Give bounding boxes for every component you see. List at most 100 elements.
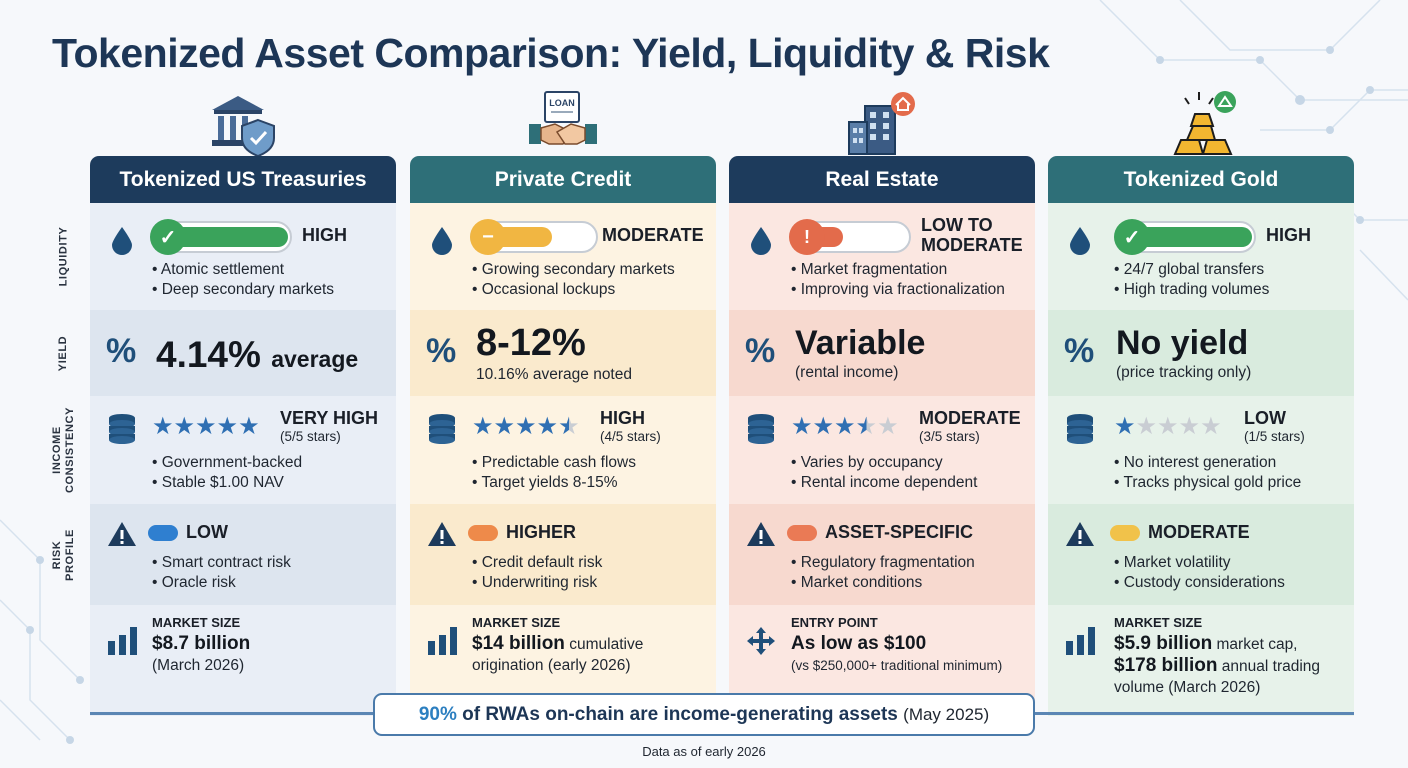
- liquidity-level: LOW TO MODERATE: [921, 215, 1023, 255]
- liquidity-cell: ✓ HIGH Atomic settlement Deep secondary …: [90, 203, 396, 310]
- coin-stack-icon: [748, 414, 774, 444]
- liquidity-cell: ✓ HIGH 24/7 global transfers High tradin…: [1048, 203, 1354, 310]
- list-item: Target yields 8-15%: [472, 473, 636, 493]
- list-item: Government-backed: [152, 453, 302, 473]
- banner-highlight: 90%: [418, 703, 457, 725]
- list-item: Predictable cash flows: [472, 453, 636, 473]
- check-icon: ✓: [1114, 219, 1150, 255]
- water-drop-icon: [432, 227, 452, 255]
- water-drop-icon: [112, 227, 132, 255]
- market-value: $14 billion cumulative origination (early…: [472, 633, 644, 674]
- market-label: MARKET SIZE: [152, 615, 241, 630]
- list-item: Varies by occupancy: [791, 453, 977, 473]
- list-item: Market fragmentation: [791, 260, 1005, 280]
- risk-pill: [148, 525, 178, 541]
- svg-text:LOAN: LOAN: [549, 98, 575, 108]
- income-level: HIGH: [600, 408, 645, 428]
- row-label-yield: YIELD: [57, 335, 70, 371]
- list-item: Stable $1.00 NAV: [152, 473, 302, 493]
- market-value: $5.9 billion market cap, $178 billion an…: [1114, 633, 1321, 696]
- list-item: Atomic settlement: [152, 260, 334, 280]
- warning-icon: [108, 522, 136, 546]
- alert-icon: !: [789, 219, 825, 255]
- banner-text: of RWAs on-chain are income-generating a…: [462, 703, 898, 725]
- footnote: Data as of early 2026: [642, 744, 766, 759]
- market-cell: MARKET SIZE $5.9 billion market cap, $17…: [1048, 605, 1354, 716]
- liquidity-level: HIGH: [1266, 225, 1311, 245]
- income-level: LOW: [1244, 408, 1286, 428]
- star-label: (3/5 stars): [919, 429, 980, 444]
- risk-cell: LOW Smart contract risk Oracle risk: [90, 504, 396, 605]
- list-item: Improving via fractionalization: [791, 280, 1005, 300]
- risk-level: MODERATE: [1148, 522, 1250, 542]
- income-bullets: Predictable cash flows Target yields 8-1…: [472, 453, 636, 493]
- income-cell: ★★★★★ VERY HIGH (5/5 stars) Government-b…: [90, 396, 396, 504]
- water-drop-icon: [751, 227, 771, 255]
- coin-stack-icon: [429, 414, 455, 444]
- income-level: VERY HIGH: [280, 408, 379, 428]
- market-value: As low as $100 (vs $250,000+ traditional …: [791, 633, 1003, 673]
- move-arrows-icon: [747, 627, 775, 655]
- summary-banner: 90% of RWAs on-chain are income-generati…: [373, 693, 1035, 736]
- list-item: Credit default risk: [472, 553, 603, 573]
- income-bullets: Varies by occupancy Rental income depend…: [791, 453, 978, 493]
- bar-chart-icon: [1066, 627, 1095, 655]
- column-header: Real Estate: [729, 156, 1035, 203]
- risk-cell: ASSET-SPECIFIC Regulatory fragmentation …: [729, 504, 1035, 605]
- income-bullets: No interest generation Tracks physical g…: [1114, 453, 1301, 493]
- column-header: Private Credit: [410, 156, 716, 203]
- yield-cell: % No yield (price tracking only): [1048, 310, 1354, 396]
- percent-icon: %: [106, 332, 137, 370]
- risk-level: ASSET-SPECIFIC: [825, 522, 974, 542]
- list-item: No interest generation: [1114, 453, 1301, 473]
- market-label: MARKET SIZE: [472, 615, 561, 630]
- risk-bullets: Credit default risk Underwriting risk: [472, 553, 603, 593]
- yield-value: Variable: [795, 324, 926, 362]
- row-label-income-consistency: INCOME CONSISTENCY: [51, 406, 76, 494]
- liquidity-cell: − MODERATE Growing secondary markets Occ…: [410, 203, 716, 310]
- income-bullets: Government-backed Stable $1.00 NAV: [152, 453, 302, 493]
- liquidity-bullets: Atomic settlement Deep secondary markets: [152, 260, 334, 300]
- yield-cell: % Variable (rental income): [729, 310, 1035, 396]
- star-label: (4/5 stars): [600, 429, 661, 444]
- minus-icon: −: [470, 219, 506, 255]
- banner-note: (May 2025): [903, 704, 990, 724]
- risk-pill: [787, 525, 817, 541]
- list-item: Market volatility: [1114, 553, 1285, 573]
- risk-bullets: Market volatility Custody considerations: [1114, 553, 1285, 593]
- bar-chart-icon: [428, 627, 457, 655]
- list-item: Custody considerations: [1114, 573, 1285, 593]
- percent-icon: %: [426, 332, 457, 370]
- market-cell: MARKET SIZE $8.7 billion (March 2026): [90, 605, 396, 716]
- coin-stack-icon: [109, 414, 135, 444]
- list-item: High trading volumes: [1114, 280, 1270, 300]
- warning-icon: [1066, 522, 1094, 546]
- yield-note: (price tracking only): [1116, 364, 1252, 381]
- star-label: (1/5 stars): [1244, 429, 1305, 444]
- column-tokenized-gold: Tokenized Gold ✓ HIGH 24/7 global transf…: [1048, 91, 1354, 716]
- liquidity-gauge: ✓: [1114, 219, 1256, 255]
- liquidity-gauge: !: [789, 219, 911, 255]
- list-item: Occasional lockups: [472, 280, 675, 300]
- check-icon: ✓: [150, 219, 186, 255]
- liquidity-bullets: Market fragmentation Improving via fract…: [791, 260, 1005, 300]
- list-item: Deep secondary markets: [152, 280, 334, 300]
- office-building-home-icon: [729, 88, 1035, 156]
- risk-level: HIGHER: [506, 522, 577, 542]
- risk-pill: [468, 525, 498, 541]
- income-level: MODERATE: [919, 408, 1021, 428]
- liquidity-bullets: 24/7 global transfers High trading volum…: [1114, 260, 1270, 300]
- yield-cell: % 4.14% average: [90, 310, 396, 396]
- percent-icon: %: [745, 332, 776, 370]
- liquidity-level: HIGH: [302, 225, 347, 245]
- list-item: Rental income dependent: [791, 473, 978, 493]
- coin-stack-icon: [1067, 414, 1093, 444]
- warning-icon: [747, 522, 775, 546]
- list-item: Market conditions: [791, 573, 975, 593]
- liquidity-cell: ! LOW TO MODERATE Market fragmentation I…: [729, 203, 1035, 310]
- market-value: $8.7 billion (March 2026): [152, 633, 251, 674]
- yield-value: 4.14% average: [156, 334, 359, 375]
- risk-cell: HIGHER Credit default risk Underwriting …: [410, 504, 716, 605]
- list-item: Tracks physical gold price: [1114, 473, 1301, 493]
- list-item: Oracle risk: [152, 573, 291, 593]
